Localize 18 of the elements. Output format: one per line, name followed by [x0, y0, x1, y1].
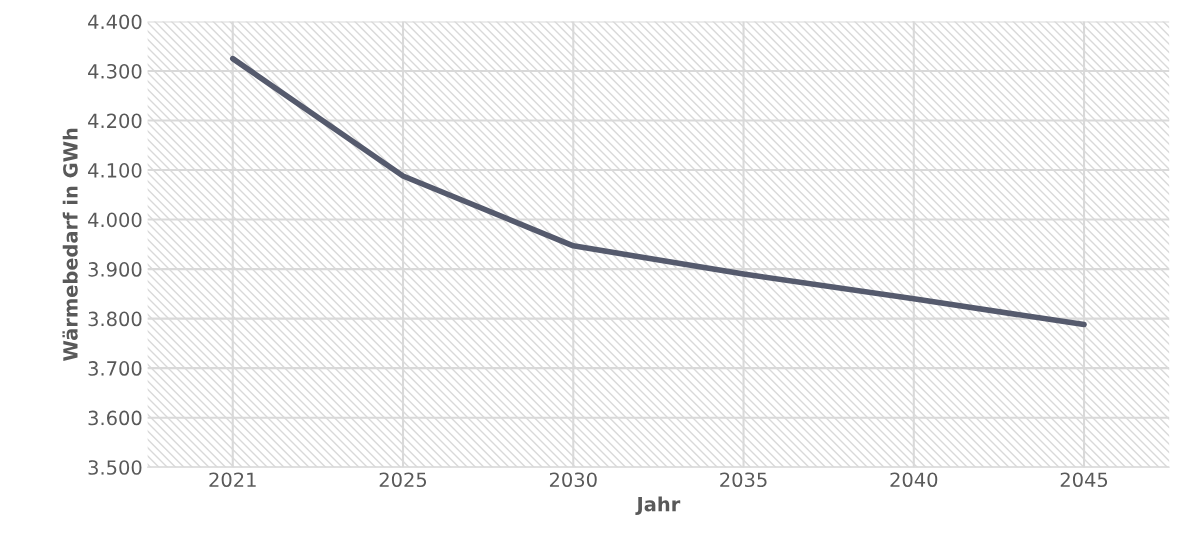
y-tick-label: 4.300 [88, 63, 142, 79]
y-tick-label: 3.500 [88, 460, 142, 475]
y-axis-title: Wärmebedarf in GWh [62, 128, 78, 361]
y-tick-label: 3.600 [88, 410, 142, 426]
x-tick-label: 2021 [209, 472, 256, 488]
y-tick-label: 4.200 [88, 113, 142, 129]
x-tick-label: 2030 [549, 472, 597, 488]
y-tick-label: 4.400 [88, 14, 142, 30]
x-tick-label: 2045 [1060, 472, 1108, 488]
y-tick-label: 4.000 [88, 212, 142, 228]
x-tick-label: 2035 [720, 472, 767, 488]
x-tick-label: 2025 [379, 472, 427, 488]
y-tick-label: 3.800 [88, 311, 142, 327]
y-tick-label: 3.900 [88, 262, 142, 277]
y-tick-label: 3.700 [88, 361, 142, 376]
y-tick-label: 4.100 [88, 163, 142, 178]
x-axis-title: Jahr [635, 496, 681, 516]
x-tick-label: 2040 [890, 472, 938, 488]
